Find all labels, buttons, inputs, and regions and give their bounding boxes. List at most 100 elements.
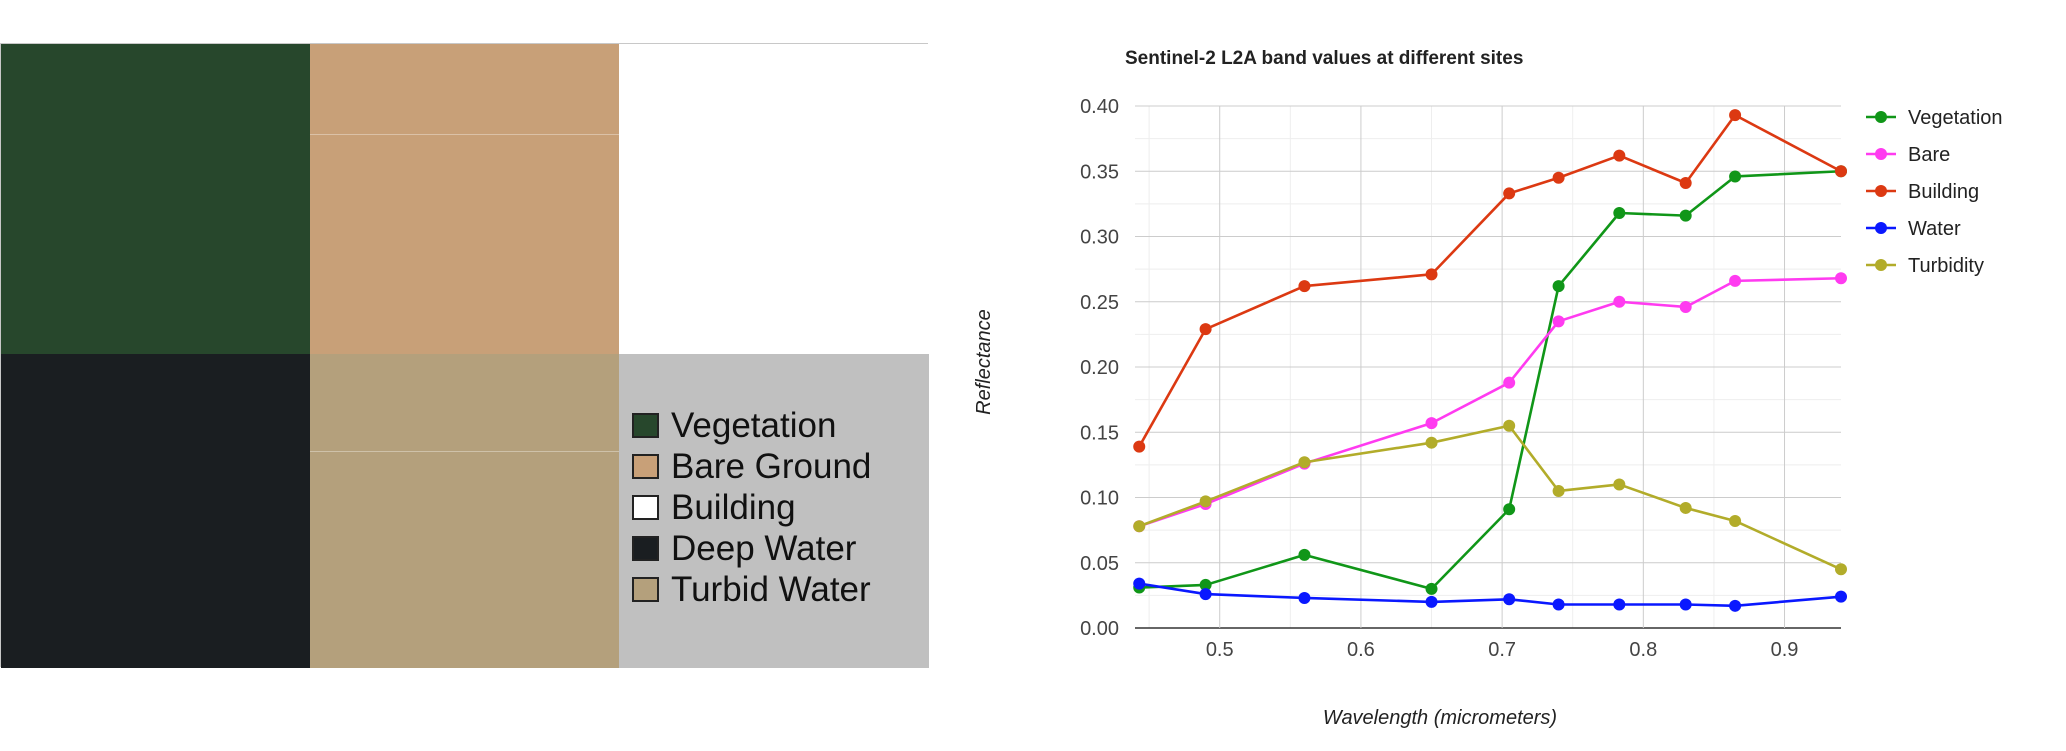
data-point-water (1835, 590, 1847, 603)
data-point-water (1425, 595, 1438, 608)
chart-legend: Vegetation Bare Building Water Turbidity (1866, 107, 2003, 277)
x-tick-label: 0.7 (1488, 639, 1516, 661)
data-point-water (1729, 599, 1742, 612)
data-point-vegetation (1425, 582, 1438, 595)
data-point-vegetation (1199, 578, 1212, 591)
vegetation-chip (632, 413, 659, 438)
y-tick-label: 0.05 (1080, 553, 1119, 575)
y-tick-label: 0.40 (1080, 96, 1119, 118)
data-point-building (1679, 176, 1692, 189)
swatch-legend-label: Deep Water (671, 528, 857, 568)
data-point-building (1298, 280, 1311, 293)
y-tick-label: 0.25 (1080, 292, 1119, 314)
bare-ground-swatch (310, 44, 619, 354)
building-chip (632, 495, 659, 520)
swatch-legend-label: Building (671, 487, 796, 527)
swatch-legend-label: Vegetation (671, 405, 837, 445)
data-point-turbidity (1425, 436, 1438, 449)
data-point-building (1425, 268, 1438, 281)
swatch-legend-label: Turbid Water (671, 569, 871, 609)
swatch-legend-item: Building (632, 487, 871, 528)
legend-marker-turbidity (1875, 259, 1887, 271)
series-line-turbidity (1138, 424, 1842, 571)
swatch-legend-item: Vegetation (632, 405, 871, 446)
data-point-bare (1425, 417, 1438, 430)
data-point-building (1199, 323, 1212, 336)
data-point-vegetation (1679, 209, 1692, 222)
y-tick-label: 0.10 (1080, 488, 1119, 510)
data-point-water (1613, 598, 1626, 611)
x-tick-label: 0.5 (1206, 639, 1234, 661)
swatch-panel (0, 43, 929, 668)
legend-marker-water (1875, 222, 1887, 234)
y-tick-label: 0.35 (1080, 161, 1119, 183)
data-point-bare (1835, 272, 1847, 285)
legend-label: Bare (1908, 144, 1950, 166)
data-point-turbidity (1679, 501, 1692, 514)
swatch-legend-item: Deep Water (632, 528, 871, 569)
data-point-turbidity (1613, 478, 1626, 491)
y-tick-label: 0.20 (1080, 357, 1119, 379)
data-point-water (1552, 598, 1565, 611)
grid-lines (1135, 105, 1841, 629)
deep-water-swatch (1, 354, 310, 668)
data-point-water (1133, 577, 1146, 590)
data-point-vegetation (1613, 207, 1626, 220)
data-point-water (1199, 588, 1212, 601)
data-point-bare (1552, 315, 1565, 328)
series-line-bare (1138, 276, 1842, 528)
deep-water-chip (632, 536, 659, 561)
data-point-turbidity (1298, 456, 1311, 469)
data-point-turbidity (1199, 495, 1212, 508)
data-point-vegetation (1729, 170, 1742, 183)
data-point-building (1835, 165, 1847, 178)
data-point-vegetation (1503, 503, 1516, 516)
data-series (1133, 109, 1847, 612)
swatch-legend-item: Turbid Water (632, 569, 871, 610)
legend-label: Turbidity (1908, 255, 1984, 277)
building-swatch (619, 44, 929, 354)
x-tick-label: 0.6 (1347, 639, 1375, 661)
legend-label: Water (1908, 218, 1961, 240)
legend-marker-vegetation (1875, 111, 1887, 123)
axis-ticks: 0.00 0.05 0.10 0.15 0.20 0.25 0.30 0.35 0.40 0.5 0… (1080, 96, 1798, 661)
y-axis-title: Reflectance (973, 309, 995, 415)
y-tick-label: 0.00 (1080, 618, 1119, 640)
series-line-vegetation (1139, 169, 1842, 591)
swatch-legend: Vegetation Bare Ground Building Deep Wat… (632, 405, 871, 610)
turbid-water-chip (632, 577, 659, 602)
data-point-turbidity (1133, 520, 1146, 533)
swatch-divider (310, 134, 619, 135)
data-point-bare (1729, 274, 1742, 287)
data-point-water (1679, 598, 1692, 611)
legend-marker-building (1875, 185, 1887, 197)
data-point-water (1298, 591, 1311, 604)
data-point-vegetation (1298, 548, 1311, 561)
swatch-divider (310, 451, 619, 452)
turbid-water-swatch (310, 354, 619, 668)
chart-title: Sentinel-2 L2A band values at different … (1125, 48, 1523, 69)
data-point-building (1133, 440, 1146, 453)
series-line-building (1138, 113, 1842, 448)
data-point-building (1503, 187, 1516, 200)
y-tick-label: 0.30 (1080, 227, 1119, 249)
data-point-bare (1679, 300, 1692, 313)
spectral-line-chart: Sentinel-2 L2A band values at different … (973, 48, 2003, 729)
swatch-legend-background (619, 354, 929, 668)
data-point-bare (1613, 295, 1626, 308)
legend-marker-bare (1875, 148, 1887, 160)
data-point-turbidity (1552, 484, 1565, 497)
data-point-building (1729, 109, 1742, 122)
series-line-water (1139, 582, 1842, 608)
legend-label: Vegetation (1908, 107, 2003, 129)
x-tick-label: 0.9 (1771, 639, 1799, 661)
bare-ground-chip (632, 454, 659, 479)
data-point-turbidity (1729, 514, 1742, 527)
data-point-bare (1503, 376, 1516, 389)
x-tick-label: 0.8 (1629, 639, 1657, 661)
x-axis-title: Wavelength (micrometers) (1323, 707, 1557, 729)
swatch-legend-label: Bare Ground (671, 446, 872, 486)
data-point-water (1503, 593, 1516, 606)
data-point-building (1613, 149, 1626, 162)
swatch-legend-item: Bare Ground (632, 446, 871, 487)
